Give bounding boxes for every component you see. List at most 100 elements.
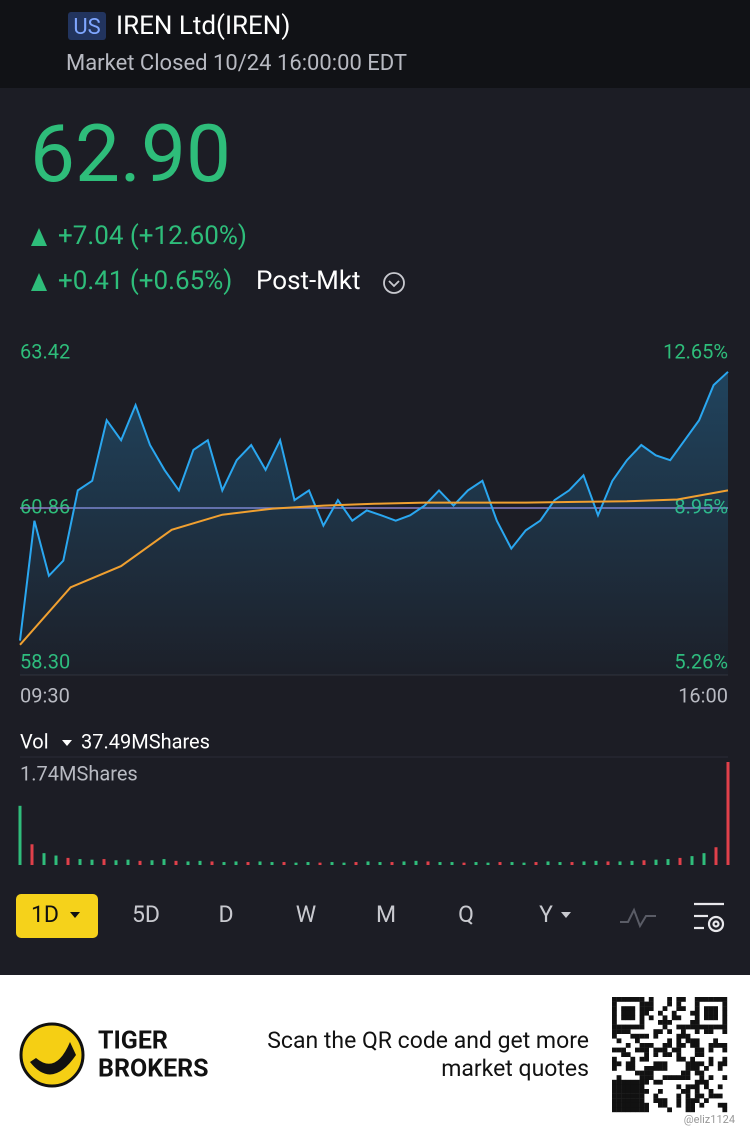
qr-cell: [635, 1047, 640, 1053]
qr-cell: [676, 1052, 682, 1057]
x-tick-label: 16:00: [678, 683, 728, 707]
volume-chart: Vol 37.49MShares 1.74MShares: [18, 729, 730, 865]
post-label: Post-Mkt: [256, 266, 361, 296]
qr-cell: [639, 1056, 645, 1062]
tab[interactable]: W: [296, 901, 316, 928]
qr-cell: [690, 1010, 695, 1016]
up-arrow: [31, 228, 47, 246]
qr-cell: [653, 1047, 659, 1053]
qr-cell: [704, 1029, 709, 1034]
cta: market quotes: [441, 1055, 589, 1082]
qr-cell: [644, 1107, 649, 1113]
qr-cell: [667, 997, 672, 1002]
qr-cell: [690, 1066, 695, 1071]
qr-cell: [630, 1066, 636, 1071]
qr-cell: [681, 1056, 686, 1062]
tab[interactable]: Y: [539, 901, 553, 928]
stock-name: IREN Ltd(IREN): [116, 11, 290, 41]
qr-cell: [713, 1006, 718, 1011]
qr-cell: [694, 1070, 700, 1076]
qr-cell: [639, 1102, 645, 1108]
qr-cell: [621, 1102, 626, 1108]
qr-cell: [662, 1043, 668, 1048]
qr-cell: [621, 1029, 626, 1034]
qr-cell: [685, 1070, 691, 1076]
qr-cell: [648, 1001, 654, 1007]
tab[interactable]: D: [218, 901, 233, 928]
qr-cell: [658, 1061, 663, 1067]
qr-cell: [621, 1024, 626, 1030]
qr-cell: [644, 1070, 649, 1076]
qr-cell: [630, 1015, 636, 1021]
qr-cell: [662, 1020, 668, 1025]
qr-cell: [616, 1098, 622, 1103]
volume-bar: [546, 861, 550, 865]
qr-cell: [625, 1089, 631, 1094]
qr-cell: [704, 1079, 709, 1085]
qr-cell: [704, 1010, 709, 1016]
qr-cell: [676, 997, 682, 1002]
qr-cell: [662, 1052, 668, 1057]
y-tick-label: 1.74MShares: [20, 761, 138, 785]
volume-bar: [78, 859, 82, 865]
volume-bar: [222, 862, 226, 865]
qr-cell: [722, 997, 728, 1002]
qr-cell: [676, 1056, 682, 1062]
qr-cell: [722, 1107, 728, 1113]
settings-icon[interactable]: [694, 902, 725, 933]
qr-cell: [630, 1010, 636, 1016]
qr-cell: [694, 1061, 700, 1067]
tab[interactable]: Q: [458, 901, 474, 928]
logo: [19, 1022, 85, 1088]
post-toggle[interactable]: [383, 272, 405, 294]
volume-bar: [714, 847, 718, 865]
tab[interactable]: 5D: [132, 901, 160, 928]
qr-cell: [667, 1038, 672, 1044]
tab[interactable]: M: [376, 901, 396, 928]
qr-cell: [644, 1075, 649, 1080]
qr-cell: [658, 1020, 663, 1025]
qr-cell: [639, 1089, 645, 1094]
qr-cell: [653, 1098, 659, 1103]
qr-cell: [648, 1006, 654, 1011]
qr-cell: [635, 1079, 640, 1085]
indicator-icon[interactable]: [620, 907, 656, 929]
qr-cell: [635, 1107, 640, 1113]
qr-cell: [658, 1098, 663, 1103]
qr-cell: [653, 1029, 659, 1034]
qr-cell: [630, 1084, 636, 1090]
qr-cell: [708, 1089, 714, 1094]
qr-cell: [658, 1047, 663, 1053]
qr-cell: [658, 1079, 663, 1085]
qr-cell: [625, 1066, 631, 1071]
qr-cell: [648, 1075, 654, 1080]
qr-cell: [704, 1015, 709, 1021]
qr-cell: [685, 1084, 691, 1090]
qr-cell: [635, 1024, 640, 1030]
qr-cell: [671, 1010, 677, 1016]
qr-cell: [630, 1061, 636, 1067]
tab[interactable]: 1D: [31, 901, 59, 928]
volume-bar: [306, 862, 310, 865]
qr-cell: [616, 1089, 622, 1094]
up-arrow: [31, 273, 47, 291]
qr-cell: [717, 1084, 723, 1090]
qr-cell: [708, 1056, 714, 1062]
qr-cell: [644, 1102, 649, 1108]
qr-cell: [630, 997, 636, 1002]
y-tick-label: 63.42: [20, 339, 70, 363]
qr-cell: [690, 1020, 695, 1025]
qr-cell: [708, 1024, 714, 1030]
qr-cell: [639, 1093, 645, 1099]
qr-cell: [667, 1107, 672, 1113]
qr-cell: [639, 1098, 645, 1103]
qr-cell: [621, 1107, 626, 1113]
volume-bar: [186, 861, 190, 865]
qr-cell: [681, 1089, 686, 1094]
qr-cell: [717, 997, 723, 1002]
qr-cell: [699, 997, 705, 1002]
qr-cell: [690, 1043, 695, 1048]
qr-cell: [717, 1043, 723, 1048]
